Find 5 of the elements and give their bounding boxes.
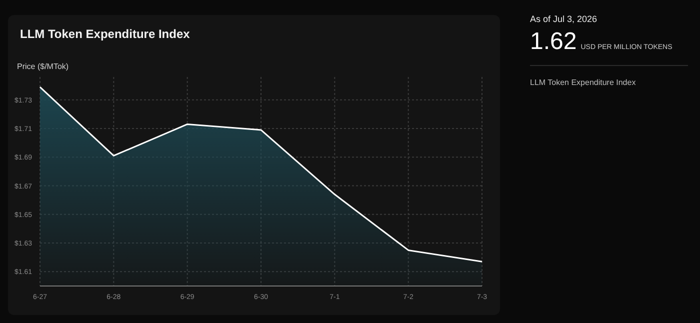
text: LLM Token Expenditure Index <box>530 78 636 87</box>
y-axis-title: Price ($/MTok) <box>17 62 69 71</box>
chart-title: LLM Token Expenditure Index <box>20 27 190 41</box>
text: As of Jul 3, 2026 <box>530 14 598 24</box>
text: 1.62 <box>530 28 577 56</box>
